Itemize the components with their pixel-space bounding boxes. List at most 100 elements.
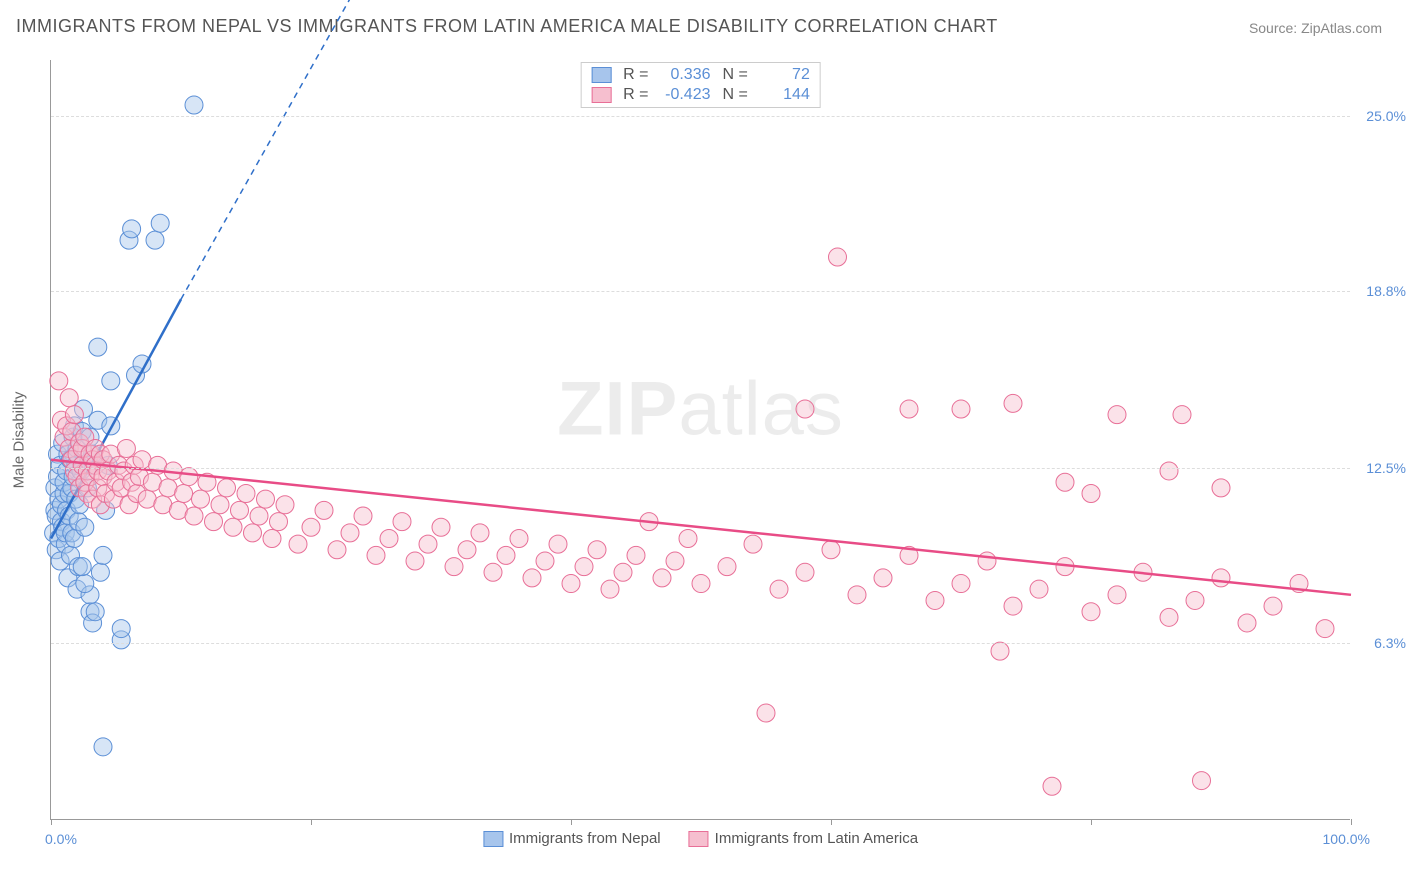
data-point [601,580,619,598]
data-point [123,220,141,238]
data-point [1108,586,1126,604]
data-point [666,552,684,570]
y-axis-title: Male Disability [11,391,28,488]
data-point [1030,580,1048,598]
data-point [205,513,223,531]
legend-label: Immigrants from Nepal [509,830,661,847]
y-tick-label: 25.0% [1366,108,1406,124]
data-point [562,575,580,593]
data-point [978,552,996,570]
data-point [76,518,94,536]
data-point [1160,462,1178,480]
data-point [757,704,775,722]
data-point [1316,620,1334,638]
data-point [218,479,236,497]
data-point [231,501,249,519]
gridline [51,291,1350,292]
data-point [1173,406,1191,424]
data-point [848,586,866,604]
data-point [73,558,91,576]
data-point [1212,479,1230,497]
data-point [257,490,275,508]
data-point [822,541,840,559]
data-point [224,518,242,536]
data-point [94,738,112,756]
data-point [692,575,710,593]
x-tick [1351,819,1352,825]
x-tick [571,819,572,825]
plot-area: Male Disability ZIPatlas R =0.336N =72R … [50,60,1350,820]
x-axis-max-label: 100.0% [1323,831,1370,847]
data-point [445,558,463,576]
data-point [180,468,198,486]
data-point [211,496,229,514]
stat-r-label: R = [623,86,648,104]
data-point [146,231,164,249]
data-point [1004,394,1022,412]
stat-n-value: 72 [756,66,810,84]
stat-r-value: -0.423 [657,86,711,104]
data-point [91,563,109,581]
gridline [51,116,1350,117]
data-point [952,400,970,418]
data-point [192,490,210,508]
data-point [151,214,169,232]
data-point [250,507,268,525]
data-point [328,541,346,559]
chart-svg [51,60,1350,819]
data-point [185,507,203,525]
data-point [588,541,606,559]
data-point [458,541,476,559]
stats-row: R =0.336N =72 [581,65,820,85]
data-point [627,546,645,564]
data-point [1160,608,1178,626]
data-point [926,591,944,609]
data-point [76,575,94,593]
data-point [484,563,502,581]
legend-swatch [689,831,709,847]
data-point [65,406,83,424]
data-point [575,558,593,576]
data-point [614,563,632,581]
data-point [744,535,762,553]
data-point [237,484,255,502]
y-tick-label: 6.3% [1374,635,1406,651]
legend-item: Immigrants from Latin America [689,830,918,847]
stats-box: R =0.336N =72R =-0.423N =144 [580,62,821,108]
data-point [1186,591,1204,609]
source-attribution: Source: ZipAtlas.com [1249,20,1382,36]
data-point [432,518,450,536]
data-point [185,96,203,114]
data-point [1238,614,1256,632]
data-point [796,563,814,581]
data-point [523,569,541,587]
data-point [175,484,193,502]
data-point [263,530,281,548]
data-point [270,513,288,531]
data-point [89,338,107,356]
x-tick [51,819,52,825]
data-point [102,372,120,390]
stat-n-label: N = [723,86,748,104]
gridline [51,643,1350,644]
data-point [380,530,398,548]
stat-n-label: N = [723,66,748,84]
data-point [354,507,372,525]
y-tick-label: 18.8% [1366,283,1406,299]
data-point [60,389,78,407]
data-point [1082,603,1100,621]
data-point [874,569,892,587]
stats-row: R =-0.423N =144 [581,85,820,105]
data-point [549,535,567,553]
data-point [419,535,437,553]
x-tick [1091,819,1092,825]
data-point [952,575,970,593]
data-point [1056,473,1074,491]
y-tick-label: 12.5% [1366,460,1406,476]
data-point [367,546,385,564]
data-point [829,248,847,266]
data-point [1193,772,1211,790]
data-point [1004,597,1022,615]
data-point [1082,484,1100,502]
data-point [1212,569,1230,587]
